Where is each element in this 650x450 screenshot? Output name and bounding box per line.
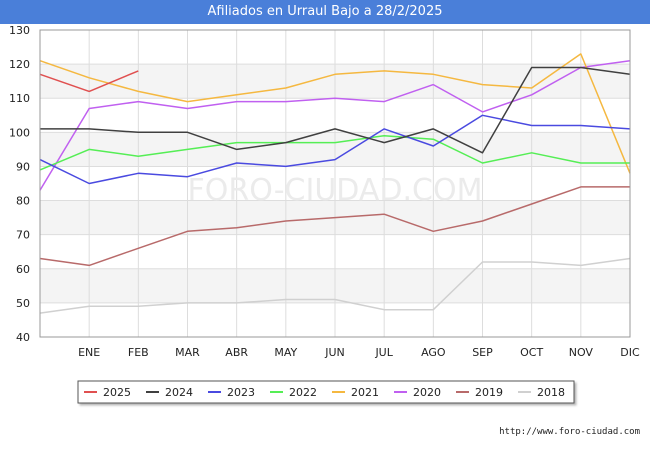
series-line-2019 — [39, 186, 630, 267]
legend-box — [77, 380, 575, 404]
x-axis-ticks: ENE FEB MAR ABR MAY JUN JUL AGO SEP OCT NOV DIC — [78, 346, 640, 359]
legend-label-2022: 2022 — [289, 386, 317, 399]
x-tick-label: OCT — [520, 346, 543, 359]
legend-label-2018: 2018 — [537, 386, 565, 399]
chart-title: Afiliados en Urraul Bajo a 28/2/2025 — [0, 0, 650, 24]
series-line-2021 — [39, 53, 631, 174]
legend-label-2021: 2021 — [351, 386, 379, 399]
x-tick-label: MAR — [175, 346, 200, 359]
y-tick-label: 130 — [9, 24, 30, 37]
y-tick-label: 120 — [9, 58, 30, 71]
x-tick-label: JUN — [324, 346, 345, 359]
series-line-2018 — [39, 257, 631, 314]
x-tick-label: AGO — [421, 346, 446, 359]
source-url[interactable]: http://www.foro-ciudad.com — [499, 427, 640, 437]
x-tick-label: NOV — [569, 346, 594, 359]
legend-label-2024: 2024 — [165, 386, 193, 399]
y-tick-label: 50 — [16, 297, 30, 310]
legend-label-2023: 2023 — [227, 386, 255, 399]
y-tick-label: 40 — [16, 331, 30, 344]
x-tick-label: MAY — [274, 346, 297, 359]
x-tick-label: FEB — [128, 346, 149, 359]
x-tick-label: ENE — [78, 346, 100, 359]
series-line-2023 — [39, 114, 631, 185]
y-axis-ticks: 40 50 60 70 80 90 100 110 120 130 — [9, 24, 30, 344]
y-tick-label: 80 — [16, 195, 30, 208]
x-tick-label: DIC — [620, 346, 640, 359]
legend-label-2025: 2025 — [103, 386, 131, 399]
x-tick-label: JUL — [374, 346, 393, 359]
legend: 2025 2024 2023 2022 2021 2020 2019 2018 — [77, 380, 575, 404]
gridlines — [40, 29, 630, 338]
y-tick-label: 70 — [16, 229, 30, 242]
series-line-2020 — [39, 59, 631, 191]
legend-label-2020: 2020 — [413, 386, 441, 399]
watermark: FORO-CIUDAD.COM — [188, 173, 483, 208]
series-line-2022 — [39, 134, 630, 171]
series-line-2024 — [40, 66, 631, 154]
y-tick-label: 60 — [16, 263, 30, 276]
x-tick-label: ABR — [225, 346, 248, 359]
legend-label-2019: 2019 — [475, 386, 503, 399]
y-tick-label: 90 — [16, 160, 30, 173]
x-tick-label: SEP — [472, 346, 493, 359]
y-tick-label: 100 — [9, 126, 30, 139]
line-chart: FORO-CIUDAD.COM 40 50 60 70 80 90 100 110 120 130… — [9, 24, 640, 404]
series-line-2025 — [39, 70, 139, 93]
y-tick-label: 110 — [9, 92, 30, 105]
series-lines — [39, 53, 631, 314]
plot-frame — [39, 29, 631, 338]
